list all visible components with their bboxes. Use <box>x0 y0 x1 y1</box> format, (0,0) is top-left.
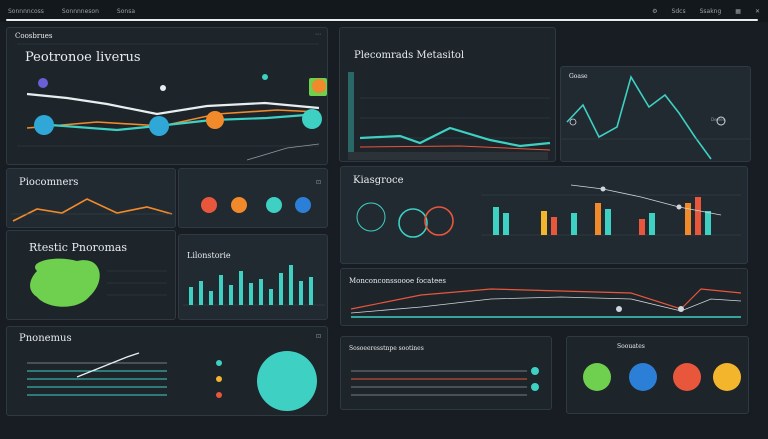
panel-soouates: Soouates <box>566 336 749 414</box>
spark-chart-icon <box>11 198 173 222</box>
panel-title: Pnonemus <box>19 333 72 344</box>
panel-title: Goase <box>569 73 588 80</box>
multi-line-chart-icon <box>350 288 742 318</box>
area-chart-icon <box>348 72 551 160</box>
kpi-circles-icon <box>583 363 741 391</box>
tab-2[interactable]: Sonnnneson <box>61 7 99 15</box>
topbar-item-1[interactable]: Sdcs <box>671 7 686 15</box>
annotation-label: Deeles <box>711 117 725 122</box>
panel-icon-tiles: ⊡ <box>178 168 328 228</box>
panel-header: Coosbrues <box>15 32 53 40</box>
panel-area-chart: ⋯ Plecomrads Metasitol <box>339 27 556 162</box>
wave-chart-icon <box>561 74 750 160</box>
panel-title: Plecomrads Metasitol <box>354 50 465 61</box>
settings-icon[interactable]: ⚙ <box>652 7 658 15</box>
panel-sosoee: Sosoeeresstnpe sootines <box>340 336 552 410</box>
panel-rtestic: Rtestic Pnoromas <box>6 230 176 320</box>
panel-title: Lilonstorie <box>187 251 231 260</box>
panel-title: Rtestic Pnoromas <box>29 241 128 254</box>
panel-title: Sosoeeresstnpe sootines <box>349 345 424 352</box>
panel-title: Peotronoe liverus <box>25 50 141 65</box>
grid-icon[interactable]: ▦ <box>735 7 741 15</box>
panel-title: Soouates <box>617 343 645 350</box>
column-chart-icon <box>183 265 325 306</box>
tab-1[interactable]: Sonnnncoss <box>8 7 44 15</box>
panel-line-overview: Coosbrues ⋯ Peotronoe liverus <box>6 27 328 165</box>
panel-title: Kiasgroce <box>353 175 404 186</box>
progress-lines-icon <box>351 367 539 396</box>
top-bar: Sonnnncoss Sonnnneson Sonsa ⚙ Sdcs Ssakn… <box>0 0 768 22</box>
panel-kiasgroce: Kiasgroce <box>340 166 748 264</box>
panel-piocomners: Piocomners <box>6 168 176 228</box>
line-chart-icon <box>17 43 327 161</box>
panel-menu-icon[interactable]: ⋯ <box>315 31 321 38</box>
close-icon[interactable]: ✕ <box>754 7 760 15</box>
panel-title: Monconconssoooe focatees <box>349 277 446 285</box>
bar-chart-icon <box>356 184 741 238</box>
topbar-item-2[interactable]: Ssakng <box>699 7 722 15</box>
progress-chart-icon <box>27 351 317 411</box>
separator <box>6 19 758 21</box>
panel-menu-icon[interactable]: ⊡ <box>315 333 321 340</box>
panel-goase: Goase Deeles <box>560 66 751 162</box>
panel-title: Piocomners <box>19 177 79 188</box>
panel-menu-icon[interactable]: ⊡ <box>315 179 321 186</box>
tab-3[interactable]: Sonsa <box>116 7 135 15</box>
panel-monconcon: Monconconssoooe focatees <box>340 268 748 326</box>
tile-icons <box>201 197 311 213</box>
blob-chart-icon <box>30 258 167 307</box>
panel-lilonstorie: Lilonstorie <box>178 234 328 320</box>
panel-pnonemus: Pnonemus ⊡ <box>6 326 328 416</box>
